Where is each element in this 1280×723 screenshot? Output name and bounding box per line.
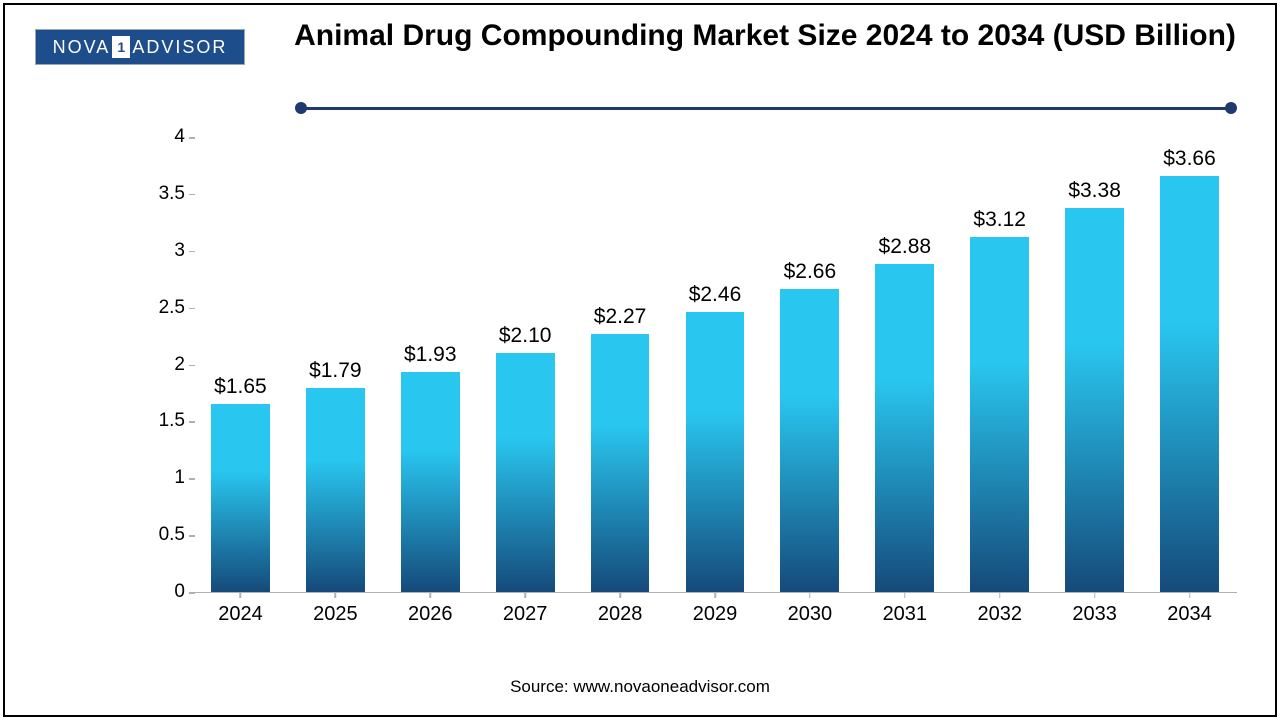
- x-axis-label: 2025: [313, 603, 358, 626]
- x-tick-mark: [240, 592, 242, 598]
- bar-value-label: $3.66: [1163, 147, 1216, 171]
- chart-frame: NOVA 1 ADVISOR Animal Drug Compounding M…: [3, 3, 1277, 717]
- x-tick-mark: [999, 592, 1001, 598]
- bar-value-label: $3.12: [973, 208, 1026, 232]
- x-tick-mark: [1094, 592, 1096, 598]
- bar-value-label: $2.10: [499, 324, 552, 348]
- y-tick: 3: [141, 240, 185, 262]
- bar: $2.27: [591, 305, 650, 592]
- x-tick-mark: [524, 592, 526, 598]
- x-tick-mark: [335, 592, 337, 598]
- x-axis-label: 2026: [408, 603, 453, 626]
- bar-rect: [591, 334, 650, 592]
- bar-value-label: $3.38: [1068, 179, 1121, 203]
- bar-value-label: $2.46: [689, 283, 742, 307]
- bar-rect: [780, 289, 839, 592]
- bar-rect: [686, 312, 745, 592]
- chart-title: Animal Drug Compounding Market Size 2024…: [275, 17, 1255, 55]
- bar-value-label: $2.27: [594, 305, 647, 329]
- x-axis-label: 2034: [1167, 603, 1212, 626]
- x-tick-mark: [430, 592, 432, 598]
- bar: $2.10: [496, 324, 555, 592]
- bar-value-label: $2.66: [784, 260, 837, 284]
- y-tick: 3.5: [141, 183, 185, 205]
- x-axis-label: 2024: [218, 603, 263, 626]
- bar: $2.66: [780, 260, 839, 592]
- logo-one-box: 1: [112, 36, 130, 58]
- y-tick: 0.5: [141, 524, 185, 546]
- source-text: Source: www.novaoneadvisor.com: [5, 677, 1275, 697]
- logo-text-post: ADVISOR: [132, 37, 227, 58]
- x-tick-mark: [619, 592, 621, 598]
- bar-rect: [401, 372, 460, 592]
- x-tick-mark: [904, 592, 906, 598]
- x-tick-mark: [809, 592, 811, 598]
- x-axis-label: 2030: [788, 603, 833, 626]
- y-tick: 0: [141, 581, 185, 603]
- plot-area: 00.511.522.533.54$1.652024$1.792025$1.93…: [193, 137, 1237, 593]
- x-tick-mark: [1189, 592, 1191, 598]
- bar-rect: [1160, 176, 1219, 592]
- x-axis-label: 2033: [1072, 603, 1117, 626]
- underline-line: [301, 107, 1231, 110]
- y-tick: 2: [141, 354, 185, 376]
- title-underline: [295, 101, 1237, 115]
- bar: $3.38: [1065, 179, 1124, 592]
- bar-chart: 00.511.522.533.54$1.652024$1.792025$1.93…: [145, 137, 1237, 635]
- bar: $3.66: [1160, 147, 1219, 592]
- logo-text-pre: NOVA: [53, 37, 111, 58]
- bar-value-label: $1.65: [214, 375, 267, 399]
- x-axis-label: 2029: [693, 603, 738, 626]
- bar-rect: [875, 264, 934, 592]
- bar-rect: [1065, 208, 1124, 592]
- y-tick: 1.5: [141, 410, 185, 432]
- bar: $3.12: [970, 208, 1029, 592]
- bar-rect: [496, 353, 555, 592]
- y-tick: 4: [141, 126, 185, 148]
- x-axis-label: 2031: [883, 603, 928, 626]
- brand-logo: NOVA 1 ADVISOR: [35, 29, 245, 65]
- bar: $1.65: [211, 375, 270, 592]
- bar: $1.79: [306, 359, 365, 592]
- bar-rect: [306, 388, 365, 592]
- bar-value-label: $1.79: [309, 359, 362, 383]
- bar-rect: [211, 404, 270, 592]
- bar-rect: [970, 237, 1029, 592]
- bar-value-label: $1.93: [404, 343, 457, 367]
- bar-value-label: $2.88: [879, 235, 932, 259]
- x-tick-mark: [714, 592, 716, 598]
- bar: $1.93: [401, 343, 460, 592]
- bar: $2.46: [686, 283, 745, 592]
- underline-dot-right: [1225, 102, 1237, 114]
- x-axis-label: 2027: [503, 603, 548, 626]
- x-axis-label: 2028: [598, 603, 643, 626]
- y-tick: 1: [141, 467, 185, 489]
- bar: $2.88: [875, 235, 934, 592]
- y-tick: 2.5: [141, 297, 185, 319]
- x-axis-label: 2032: [977, 603, 1022, 626]
